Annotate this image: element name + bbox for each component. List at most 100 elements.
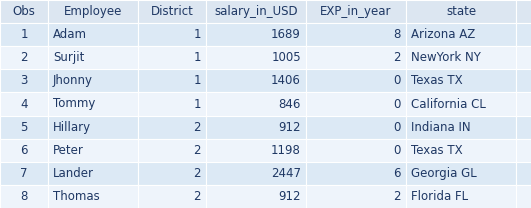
Bar (138, 92, 206, 116)
Text: 4: 4 (20, 98, 28, 110)
Bar (138, 162, 206, 185)
Bar (306, 69, 406, 92)
Bar (306, 46, 406, 69)
Bar (516, 92, 531, 116)
Bar (516, 46, 531, 69)
Text: 8: 8 (20, 190, 28, 203)
Bar (0, 162, 48, 185)
Bar (516, 116, 531, 139)
Text: Georgia GL: Georgia GL (411, 167, 477, 180)
Bar (306, 185, 406, 208)
Text: Florida FL: Florida FL (411, 190, 468, 203)
Bar (206, 116, 306, 139)
Text: 1: 1 (193, 74, 201, 87)
Bar (306, 162, 406, 185)
Text: 2: 2 (193, 190, 201, 203)
Text: Arizona AZ: Arizona AZ (411, 28, 475, 41)
Text: Texas TX: Texas TX (411, 74, 463, 87)
Text: 8: 8 (393, 28, 401, 41)
Bar (406, 0, 516, 23)
Bar (206, 0, 306, 23)
Bar (516, 0, 531, 23)
Bar (48, 46, 138, 69)
Bar (48, 23, 138, 46)
Text: 0: 0 (393, 144, 401, 157)
Text: 0: 0 (393, 98, 401, 110)
Text: Tommy: Tommy (53, 98, 96, 110)
Text: 846: 846 (279, 98, 301, 110)
Text: 2: 2 (393, 190, 401, 203)
Text: 1198: 1198 (271, 144, 301, 157)
Bar (48, 139, 138, 162)
Bar (306, 0, 406, 23)
Bar (0, 139, 48, 162)
Text: 1005: 1005 (271, 51, 301, 64)
Bar (516, 162, 531, 185)
Bar (138, 69, 206, 92)
Text: Texas TX: Texas TX (411, 144, 463, 157)
Bar (48, 116, 138, 139)
Text: Employee: Employee (64, 5, 122, 18)
Bar (306, 92, 406, 116)
Text: Jhonny: Jhonny (53, 74, 93, 87)
Bar (206, 185, 306, 208)
Bar (406, 162, 516, 185)
Bar (138, 0, 206, 23)
Bar (406, 139, 516, 162)
Bar (48, 69, 138, 92)
Bar (138, 185, 206, 208)
Text: Obs: Obs (13, 5, 36, 18)
Bar (206, 69, 306, 92)
Text: 2: 2 (193, 144, 201, 157)
Bar (516, 69, 531, 92)
Text: 2: 2 (393, 51, 401, 64)
Bar (206, 92, 306, 116)
Text: 1: 1 (20, 28, 28, 41)
Bar (406, 116, 516, 139)
Bar (48, 162, 138, 185)
Text: 1: 1 (193, 51, 201, 64)
Bar (306, 139, 406, 162)
Text: Surjit: Surjit (53, 51, 84, 64)
Text: California CL: California CL (411, 98, 486, 110)
Bar (138, 139, 206, 162)
Text: 7: 7 (20, 167, 28, 180)
Bar (0, 185, 48, 208)
Bar (0, 23, 48, 46)
Bar (516, 139, 531, 162)
Text: 6: 6 (20, 144, 28, 157)
Bar (406, 69, 516, 92)
Bar (0, 46, 48, 69)
Text: 5: 5 (20, 121, 28, 134)
Bar (48, 0, 138, 23)
Text: state: state (446, 5, 476, 18)
Text: 1406: 1406 (271, 74, 301, 87)
Bar (0, 0, 48, 23)
Bar (138, 116, 206, 139)
Bar (306, 23, 406, 46)
Bar (406, 23, 516, 46)
Text: 2: 2 (193, 167, 201, 180)
Bar (406, 46, 516, 69)
Bar (306, 116, 406, 139)
Text: Adam: Adam (53, 28, 87, 41)
Text: 6: 6 (393, 167, 401, 180)
Bar (406, 92, 516, 116)
Text: 3: 3 (20, 74, 28, 87)
Bar (138, 46, 206, 69)
Text: 912: 912 (278, 190, 301, 203)
Text: 0: 0 (393, 121, 401, 134)
Text: Newvar: Newvar (529, 5, 531, 18)
Text: 1: 1 (193, 98, 201, 110)
Text: salary_in_USD: salary_in_USD (214, 5, 298, 18)
Text: Lander: Lander (53, 167, 94, 180)
Text: EXP_in_year: EXP_in_year (320, 5, 392, 18)
Bar (0, 69, 48, 92)
Bar (138, 23, 206, 46)
Bar (0, 92, 48, 116)
Bar (206, 162, 306, 185)
Text: 0: 0 (393, 74, 401, 87)
Text: 2: 2 (20, 51, 28, 64)
Text: Peter: Peter (53, 144, 84, 157)
Bar (48, 92, 138, 116)
